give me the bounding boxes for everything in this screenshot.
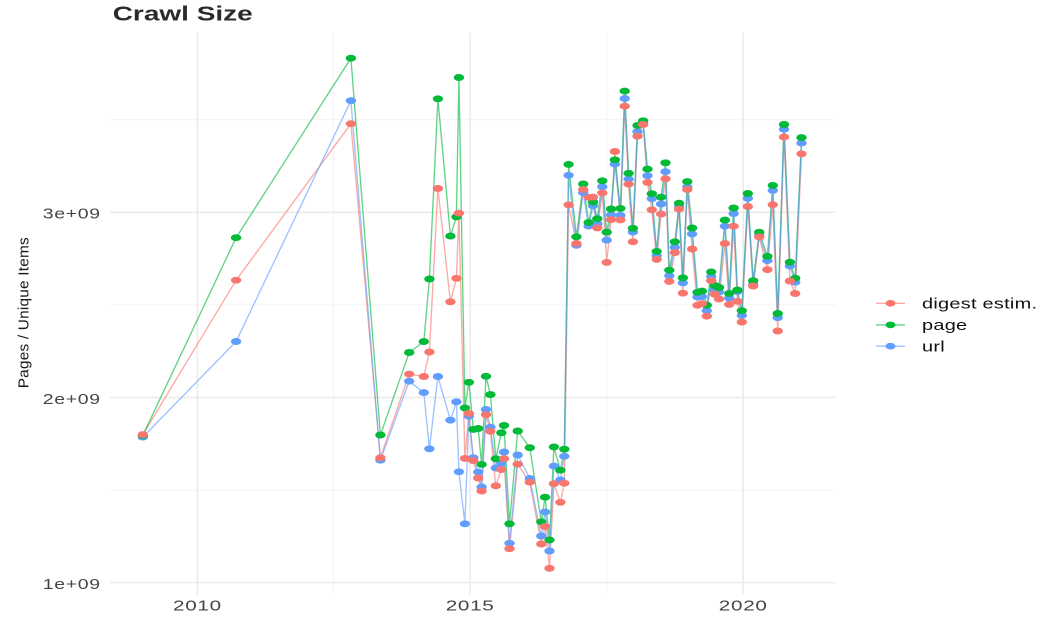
svg-text:Pages / Unique Items: Pages / Unique Items [16,237,32,388]
svg-text:2e+09: 2e+09 [43,390,101,407]
svg-text:2020: 2020 [719,597,768,614]
svg-text:2015: 2015 [446,597,495,614]
svg-text:2010: 2010 [173,597,222,614]
svg-text:1e+09: 1e+09 [43,575,101,592]
svg-text:Crawl Size: Crawl Size [113,3,253,25]
svg-text:url: url [922,338,945,355]
svg-text:digest estim.: digest estim. [922,295,1037,312]
svg-text:page: page [922,317,967,334]
svg-text:3e+09: 3e+09 [43,205,101,222]
